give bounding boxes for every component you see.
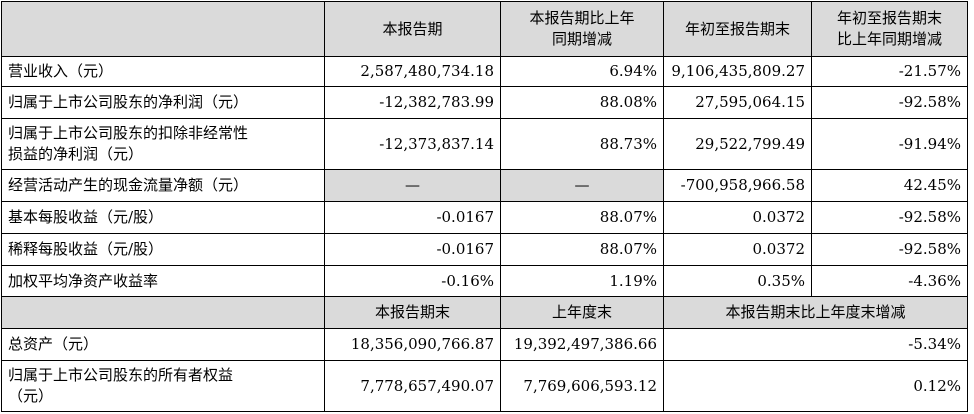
cell-value: -21.57% <box>811 56 968 87</box>
table-row: 总资产（元） 18,356,090,766.87 19,392,497,386.… <box>1 328 968 361</box>
cell-value: 18,356,090,766.87 <box>324 328 501 361</box>
cell-value: -0.16% <box>324 265 501 297</box>
cell-value: -92.58% <box>811 86 968 119</box>
cell-value: -92.58% <box>811 201 968 234</box>
cell-value: -4.36% <box>811 265 968 297</box>
cell-value: 0.0372 <box>663 201 812 234</box>
cell-value: -5.34% <box>663 328 968 361</box>
header-ytd-yoy: 年初至报告期末 比上年同期增减 <box>811 1 968 57</box>
row-label: 归属于上市公司股东的净利润（元） <box>1 86 325 119</box>
row-label: 营业收入（元） <box>1 56 325 87</box>
cell-value: — <box>500 169 664 202</box>
cell-value: 2,587,480,734.18 <box>324 56 501 87</box>
cell-value: 1.19% <box>500 265 664 297</box>
table-row: 归属于上市公司股东的净利润（元） -12,382,783.99 88.08% 2… <box>1 86 968 119</box>
header-current-period-yoy: 本报告期比上年 同期增减 <box>500 1 664 57</box>
table-row: 基本每股收益（元/股） -0.0167 88.07% 0.0372 -92.58… <box>1 201 968 234</box>
subheader-change: 本报告期末比上年度末增减 <box>663 296 968 329</box>
cell-value: -12,373,837.14 <box>324 118 501 170</box>
cell-value: 88.08% <box>500 86 664 119</box>
table-header-row: 本报告期 本报告期比上年 同期增减 年初至报告期末 年初至报告期末 比上年同期增减 <box>1 1 968 57</box>
cell-value: 0.12% <box>663 360 968 412</box>
cell-value: 42.45% <box>811 169 968 202</box>
subheader-blank-cell <box>1 296 325 329</box>
subheader-prior-year-end: 上年度末 <box>500 296 664 329</box>
cell-value: 7,769,606,593.12 <box>500 360 664 412</box>
cell-value: — <box>324 169 501 202</box>
table-row: 稀释每股收益（元/股） -0.0167 88.07% 0.0372 -92.58… <box>1 233 968 266</box>
cell-value: 88.07% <box>500 201 664 234</box>
row-label: 归属于上市公司股东的扣除非经常性 损益的净利润（元） <box>1 118 325 170</box>
cell-value: -0.0167 <box>324 201 501 234</box>
cell-value: 27,595,064.15 <box>663 86 812 119</box>
cell-value: 88.07% <box>500 233 664 266</box>
table-row: 营业收入（元） 2,587,480,734.18 6.94% 9,106,435… <box>1 56 968 87</box>
table-subheader-row: 本报告期末 上年度末 本报告期末比上年度末增减 <box>1 296 968 329</box>
cell-value: 7,778,657,490.07 <box>324 360 501 412</box>
row-label: 加权平均净资产收益率 <box>1 265 325 297</box>
cell-value: -12,382,783.99 <box>324 86 501 119</box>
cell-value: 9,106,435,809.27 <box>663 56 812 87</box>
cell-value: -91.94% <box>811 118 968 170</box>
cell-value: 0.0372 <box>663 233 812 266</box>
table-row: 加权平均净资产收益率 -0.16% 1.19% 0.35% -4.36% <box>1 265 968 297</box>
table-row: 归属于上市公司股东的所有者权益 （元） 7,778,657,490.07 7,76… <box>1 360 968 412</box>
subheader-period-end: 本报告期末 <box>324 296 501 329</box>
cell-value: 6.94% <box>500 56 664 87</box>
table-row: 经营活动产生的现金流量净额（元） — — -700,958,966.58 42.… <box>1 169 968 202</box>
header-blank-cell <box>1 1 325 57</box>
header-current-period: 本报告期 <box>324 1 501 57</box>
cell-value: -92.58% <box>811 233 968 266</box>
cell-value: 29,522,799.49 <box>663 118 812 170</box>
table-row: 归属于上市公司股东的扣除非经常性 损益的净利润（元） -12,373,837.14… <box>1 118 968 170</box>
header-ytd: 年初至报告期末 <box>663 1 812 57</box>
row-label: 经营活动产生的现金流量净额（元） <box>1 169 325 202</box>
cell-value: -700,958,966.58 <box>663 169 812 202</box>
cell-value: 0.35% <box>663 265 812 297</box>
row-label: 稀释每股收益（元/股） <box>1 233 325 266</box>
row-label: 总资产（元） <box>1 328 325 361</box>
row-label: 基本每股收益（元/股） <box>1 201 325 234</box>
cell-value: 88.73% <box>500 118 664 170</box>
row-label: 归属于上市公司股东的所有者权益 （元） <box>1 360 325 412</box>
cell-value: -0.0167 <box>324 233 501 266</box>
cell-value: 19,392,497,386.66 <box>500 328 664 361</box>
